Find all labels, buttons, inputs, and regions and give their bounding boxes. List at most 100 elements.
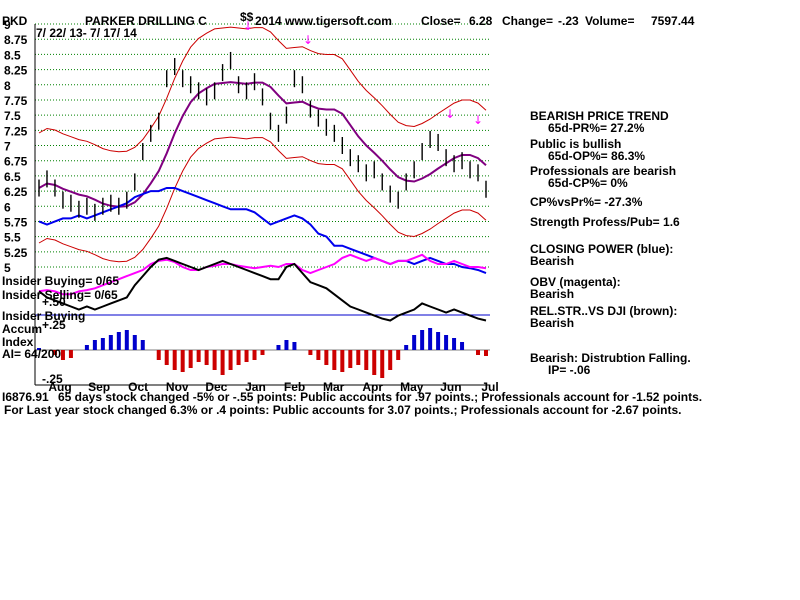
- accum-bar: [340, 350, 345, 372]
- accum-bar: [60, 350, 65, 360]
- site-year: 2014 www.tigersoft.com: [255, 14, 392, 28]
- accum-bar: [196, 350, 201, 362]
- x-tick-label: Apr: [362, 380, 383, 394]
- close-value: 6.28: [469, 14, 493, 28]
- accum-bar: [124, 330, 129, 350]
- index-label: Index: [2, 335, 34, 349]
- change-value: -.23: [558, 14, 579, 28]
- volume-value: 7597.44: [651, 14, 695, 28]
- accum-bar: [172, 350, 177, 370]
- accum-bar: [388, 350, 393, 370]
- accum-bar: [140, 340, 145, 350]
- rel-str-line: [38, 256, 487, 322]
- accum-bar: [396, 350, 401, 360]
- stamp: $$: [240, 10, 254, 24]
- y-tick-label: 6: [4, 200, 11, 214]
- x-tick-label: Mar: [323, 380, 345, 394]
- obv-value: Bearish: [530, 287, 575, 301]
- insider-buying: Insider Buying= 0/65: [2, 274, 120, 288]
- accum-bar: [204, 350, 209, 365]
- y-tick-label: 5: [4, 261, 11, 275]
- indicators: [38, 187, 487, 322]
- y-tick-label: 8.25: [4, 64, 28, 78]
- signal-arrow-icon: ↓: [243, 19, 253, 33]
- plus25-label: +.25: [42, 318, 66, 332]
- accum-bar: [260, 350, 265, 355]
- x-tick-label: Dec: [205, 380, 227, 394]
- accum-bar: [452, 338, 457, 350]
- lower-band-line: [38, 136, 487, 263]
- accum-bar: [68, 350, 73, 358]
- price-bars: [38, 51, 487, 221]
- y-tick-label: 7.75: [4, 94, 28, 108]
- accum-bar: [364, 350, 369, 370]
- x-tick-label: Jan: [245, 380, 266, 394]
- obv-title: OBV (magenta):: [530, 275, 621, 289]
- accum-bar: [316, 350, 321, 360]
- moving-average-line: [38, 81, 487, 208]
- relstr-value: Bearish: [530, 316, 575, 330]
- public-value: 65d-OP%= 86.3%: [548, 149, 646, 163]
- change-label: Change=: [502, 14, 554, 28]
- x-axis-ticks: Aug Sep Oct Nov Dec Jan Feb Mar Apr May Jun Jul: [48, 380, 498, 394]
- accum-bar: [116, 332, 121, 350]
- bands: [38, 26, 487, 263]
- y-tick-label: 6.25: [4, 185, 28, 199]
- accum-bar: [404, 345, 409, 350]
- y-tick-label: 7: [4, 140, 11, 154]
- pros-value: 65d-CP%= 0%: [548, 176, 628, 190]
- accum-bar: [108, 335, 113, 350]
- public-title: Public is bullish: [530, 137, 622, 151]
- close-label: Close=: [421, 14, 461, 28]
- accum-bar: [236, 350, 241, 365]
- x-tick-label: Sep: [88, 380, 110, 394]
- upper-band-line: [38, 26, 487, 153]
- closing-power-title: CLOSING POWER (blue):: [530, 242, 674, 256]
- signal-arrow-icon: ↓: [445, 107, 455, 121]
- accum-bar: [84, 345, 89, 350]
- y-tick-label: 5.75: [4, 215, 28, 229]
- company-name: PARKER DRILLING C: [85, 14, 207, 28]
- accum-bar: [356, 350, 361, 365]
- x-tick-label: Oct: [128, 380, 148, 394]
- accum-bar: [308, 350, 313, 355]
- accum-bar: [100, 338, 105, 350]
- accum-bar: [220, 350, 225, 375]
- accum-bar: [180, 350, 185, 372]
- y-tick-label: 8.75: [4, 33, 28, 47]
- relstr-title: REL.STR..VS DJI (brown):: [530, 304, 678, 318]
- plus50-label: +.50: [42, 295, 66, 309]
- ip-value: IP= -.06: [548, 363, 591, 377]
- x-tick-label: Aug: [48, 380, 71, 394]
- accum-bar: [164, 350, 169, 365]
- accum-bar: [428, 328, 433, 350]
- ai-label: AI= 64/200: [2, 347, 62, 361]
- accum-bar: [476, 350, 481, 355]
- accum-bar: [92, 340, 97, 350]
- volume-label: Volume=: [585, 14, 635, 28]
- accum-bar: [276, 345, 281, 350]
- accum-bar: [444, 335, 449, 350]
- accum-bar: [460, 342, 465, 350]
- y-tick-label: 7.5: [4, 109, 21, 123]
- accum-bar: [332, 350, 337, 370]
- accum-label: Accum: [2, 322, 43, 336]
- accum-bar: [244, 350, 249, 362]
- trend-title: BEARISH PRICE TREND: [530, 109, 669, 123]
- accum-bar: [132, 335, 137, 350]
- signal-arrow-icon: ↓: [303, 33, 313, 47]
- footer-line-1: 65 days stock changed -5% or -.55 points…: [58, 390, 703, 404]
- accum-index-bars: [37, 328, 488, 378]
- minus25-label: -.25: [42, 372, 63, 386]
- x-tick-label: Nov: [166, 380, 189, 394]
- accum-bar: [52, 350, 57, 355]
- y-tick-label: 6.75: [4, 155, 28, 169]
- y-tick-label: 8: [4, 79, 11, 93]
- obv-line: [38, 253, 487, 296]
- y-tick-label: 8.5: [4, 48, 21, 62]
- accum-bar: [484, 350, 488, 356]
- trend-value: 65d-PR%= 27.2%: [548, 121, 645, 135]
- accum-bar: [372, 350, 377, 375]
- ticker: PKD: [2, 14, 28, 28]
